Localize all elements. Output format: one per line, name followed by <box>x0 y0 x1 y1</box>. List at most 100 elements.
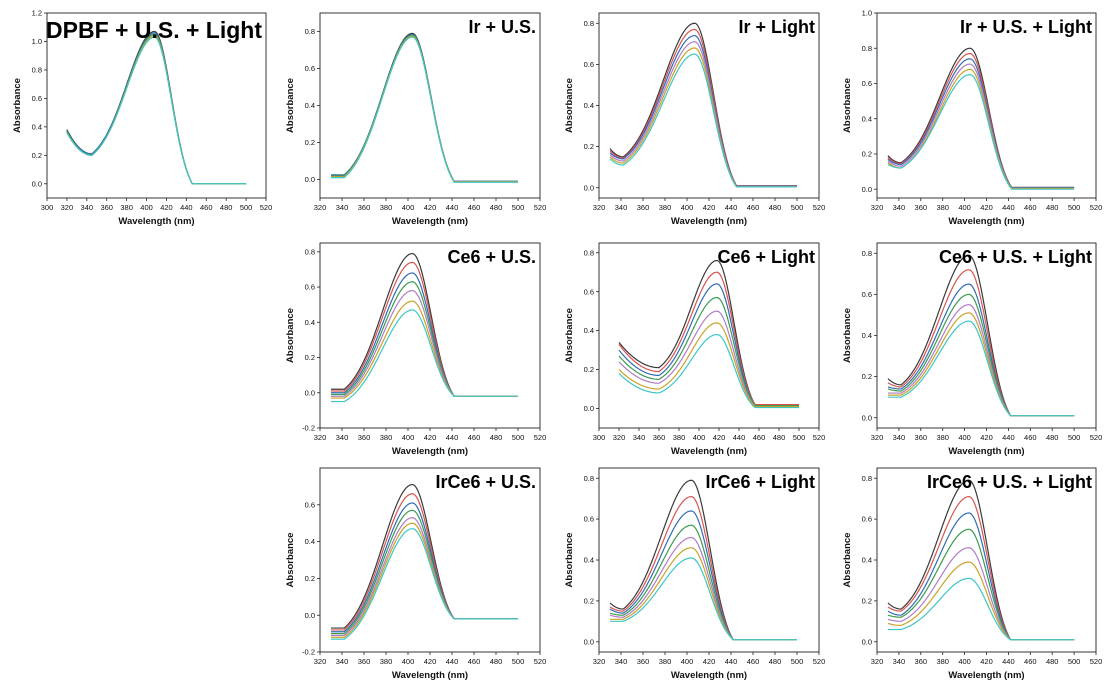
x-tick-label: 320 <box>314 433 327 442</box>
y-tick-label: 0.0 <box>32 179 42 188</box>
y-tick-label: 0.8 <box>584 474 594 483</box>
x-tick-label: 360 <box>358 657 371 666</box>
x-tick-label: 460 <box>468 433 481 442</box>
x-tick-label: 360 <box>915 203 928 212</box>
y-tick-label: 0.6 <box>584 60 594 69</box>
x-tick-label: 520 <box>813 657 826 666</box>
series-line <box>331 517 518 637</box>
x-tick-label: 380 <box>673 433 686 442</box>
y-axis-label: Absorbance <box>842 308 853 363</box>
y-axis-label: Absorbance <box>842 533 853 588</box>
y-axis-label: Absorbance <box>564 308 575 363</box>
y-tick-label: -0.2 <box>302 648 315 657</box>
x-tick-label: 520 <box>813 433 826 442</box>
x-tick-label: 520 <box>1090 433 1103 442</box>
x-tick-label: 340 <box>615 203 628 212</box>
panel-p6: 300 320 340 360 380 400 420 440 460 480 500 520 0.0 0… <box>564 242 826 457</box>
series-line <box>331 502 518 633</box>
y-tick-label: 0.2 <box>584 365 594 374</box>
series-line <box>618 259 799 406</box>
x-tick-label: 480 <box>1046 203 1059 212</box>
plot-frame <box>319 242 541 429</box>
series-line <box>331 35 518 183</box>
x-tick-label: 400 <box>402 657 415 666</box>
y-tick-label: 0.0 <box>584 637 594 646</box>
chart-title: Ir + Light <box>739 17 816 37</box>
x-tick-label: 460 <box>1024 433 1037 442</box>
y-axis-label: Absorbance <box>285 533 296 588</box>
x-tick-label: 300 <box>41 203 54 212</box>
x-tick-label: 520 <box>1090 203 1103 212</box>
chart-title: DPBF + U.S. + Light <box>46 17 262 43</box>
x-tick-label: 420 <box>713 433 726 442</box>
series-line <box>610 547 797 641</box>
y-tick-label: 0.6 <box>584 515 594 524</box>
x-tick-label: 400 <box>693 433 706 442</box>
panel-p1: 300 320 340 360 380 400 420 440 460 480 500 520 0.0 0… <box>12 9 272 227</box>
x-tick-label: 480 <box>769 657 782 666</box>
x-tick-label: 440 <box>446 433 459 442</box>
x-tick-label: 320 <box>314 203 327 212</box>
x-tick-label: 320 <box>593 203 606 212</box>
x-tick-label: 380 <box>659 203 672 212</box>
x-tick-label: 340 <box>633 433 646 442</box>
y-tick-label: 0.2 <box>862 150 872 159</box>
x-tick-label: 480 <box>220 203 233 212</box>
x-tick-label: 520 <box>534 203 547 212</box>
y-tick-label: 0.0 <box>305 175 315 184</box>
x-tick-label: 500 <box>793 433 806 442</box>
x-tick-label: 480 <box>1046 657 1059 666</box>
x-tick-label: 400 <box>958 657 971 666</box>
series-line <box>887 74 1075 190</box>
y-tick-label: 0.6 <box>305 283 315 292</box>
x-tick-label: 380 <box>659 657 672 666</box>
series-line <box>887 528 1075 641</box>
y-tick-label: 0.8 <box>862 249 872 258</box>
y-tick-label: 1.2 <box>32 9 42 18</box>
x-tick-label: 460 <box>200 203 213 212</box>
chart-title: Ir + U.S. <box>468 17 536 37</box>
x-tick-label: 360 <box>100 203 113 212</box>
series-line <box>331 36 518 183</box>
series-line <box>618 296 799 407</box>
x-tick-label: 440 <box>446 203 459 212</box>
x-tick-label: 340 <box>893 203 906 212</box>
y-tick-label: 0.0 <box>305 388 315 397</box>
y-tick-label: 0.4 <box>862 331 872 340</box>
y-tick-label: 0.2 <box>32 151 42 160</box>
x-tick-label: 460 <box>1024 203 1037 212</box>
y-tick-label: 0.2 <box>305 138 315 147</box>
y-tick-label: 0.4 <box>305 101 315 110</box>
series-line <box>618 322 799 408</box>
x-tick-label: 420 <box>703 657 716 666</box>
y-tick-label: 0.4 <box>862 114 872 123</box>
y-axis-label: Absorbance <box>12 78 23 133</box>
y-tick-label: 0.4 <box>584 556 594 565</box>
x-tick-label: 380 <box>380 203 393 212</box>
x-tick-label: 320 <box>871 657 884 666</box>
x-tick-label: 460 <box>468 657 481 666</box>
series-line <box>887 577 1075 641</box>
series-line <box>66 35 247 185</box>
series-line <box>887 58 1075 189</box>
y-tick-label: 0.6 <box>584 287 594 296</box>
x-tick-label: 320 <box>871 433 884 442</box>
y-tick-label: 0.8 <box>584 19 594 28</box>
x-tick-label: 460 <box>753 433 766 442</box>
y-tick-label: 0.8 <box>32 66 42 75</box>
x-tick-label: 340 <box>81 203 94 212</box>
x-tick-label: 440 <box>446 657 459 666</box>
x-tick-label: 460 <box>1024 657 1037 666</box>
chart-title: IrCe6 + Light <box>705 472 815 492</box>
x-tick-label: 340 <box>893 433 906 442</box>
x-tick-label: 500 <box>1068 657 1081 666</box>
x-tick-label: 480 <box>769 203 782 212</box>
x-tick-label: 500 <box>791 203 804 212</box>
series-line <box>331 528 518 640</box>
panel-p5: 320 340 360 380 400 420 440 460 480 500 520 -0.2 0.0… <box>285 242 547 457</box>
x-tick-label: 420 <box>980 657 993 666</box>
x-tick-label: 420 <box>160 203 173 212</box>
x-tick-label: 520 <box>534 433 547 442</box>
y-tick-label: 0.0 <box>584 183 594 192</box>
y-tick-label: 0.2 <box>305 353 315 362</box>
